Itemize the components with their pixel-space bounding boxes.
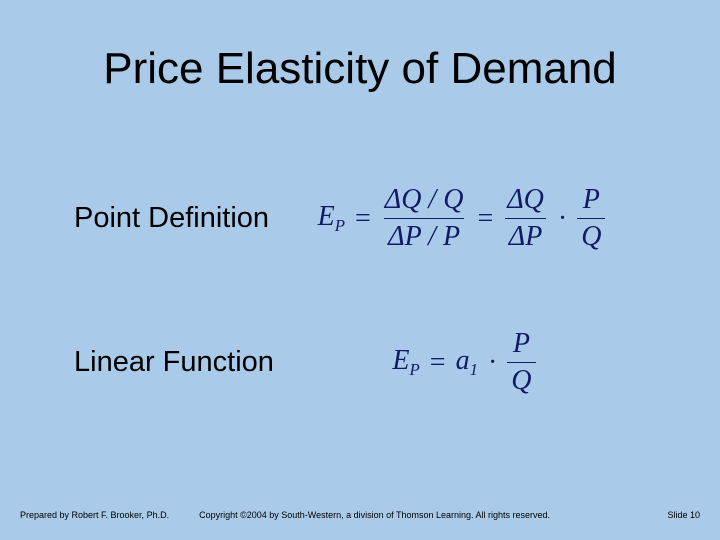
label-point-definition: Point Definition [74, 202, 269, 235]
label-linear-function: Linear Function [74, 346, 274, 379]
sym-sub-1: 1 [470, 360, 478, 379]
sym-sub-P-2: P [410, 360, 420, 379]
sym-a: a [456, 345, 470, 376]
frac-lin-den: Q [511, 365, 531, 396]
sym-equals: = [355, 203, 371, 235]
frac1-den: ΔP / P [388, 221, 460, 252]
sym-dot: · [558, 203, 567, 235]
row-linear-function: Linear Function EP = a1 · P Q [74, 328, 654, 397]
slide: Price Elasticity of Demand Point Definit… [0, 0, 720, 540]
equation-linear-function: EP = a1 · P Q [392, 328, 535, 397]
formula-linear-function: EP = a1 · P Q [274, 328, 654, 397]
sym-E-2: E [392, 345, 409, 376]
sym-equals-2: = [477, 203, 493, 235]
footer-author: Prepared by Robert F. Brooker, Ph.D. [20, 510, 169, 520]
frac3-num: P [583, 184, 600, 215]
sym-sub-P: P [335, 216, 345, 235]
fraction-2: ΔQ ΔP [503, 184, 548, 253]
frac2-den: ΔP [509, 221, 543, 252]
sym-equals-3: = [430, 347, 446, 379]
sym-dot-2: · [488, 347, 497, 379]
frac2-num: ΔQ [507, 184, 544, 215]
fraction-1: ΔQ / Q ΔP / P [381, 184, 468, 253]
footer-slide-number: Slide 10 [667, 510, 700, 520]
equation-point-definition: EP = ΔQ / Q ΔP / P = ΔQ ΔP · P Q [318, 184, 606, 253]
sym-E: E [318, 201, 335, 232]
footer-copyright: Copyright ©2004 by South-Western, a divi… [169, 510, 667, 520]
page-title: Price Elasticity of Demand [0, 44, 720, 94]
frac3-den: Q [581, 221, 601, 252]
frac1-num: ΔQ / Q [385, 184, 464, 215]
fraction-3: P Q [577, 184, 605, 253]
fraction-linear: P Q [507, 328, 535, 397]
footer: Prepared by Robert F. Brooker, Ph.D. Cop… [20, 510, 700, 520]
row-point-definition: Point Definition EP = ΔQ / Q ΔP / P = ΔQ… [74, 184, 654, 253]
frac-lin-num: P [513, 328, 530, 359]
formula-point-definition: EP = ΔQ / Q ΔP / P = ΔQ ΔP · P Q [269, 184, 654, 253]
